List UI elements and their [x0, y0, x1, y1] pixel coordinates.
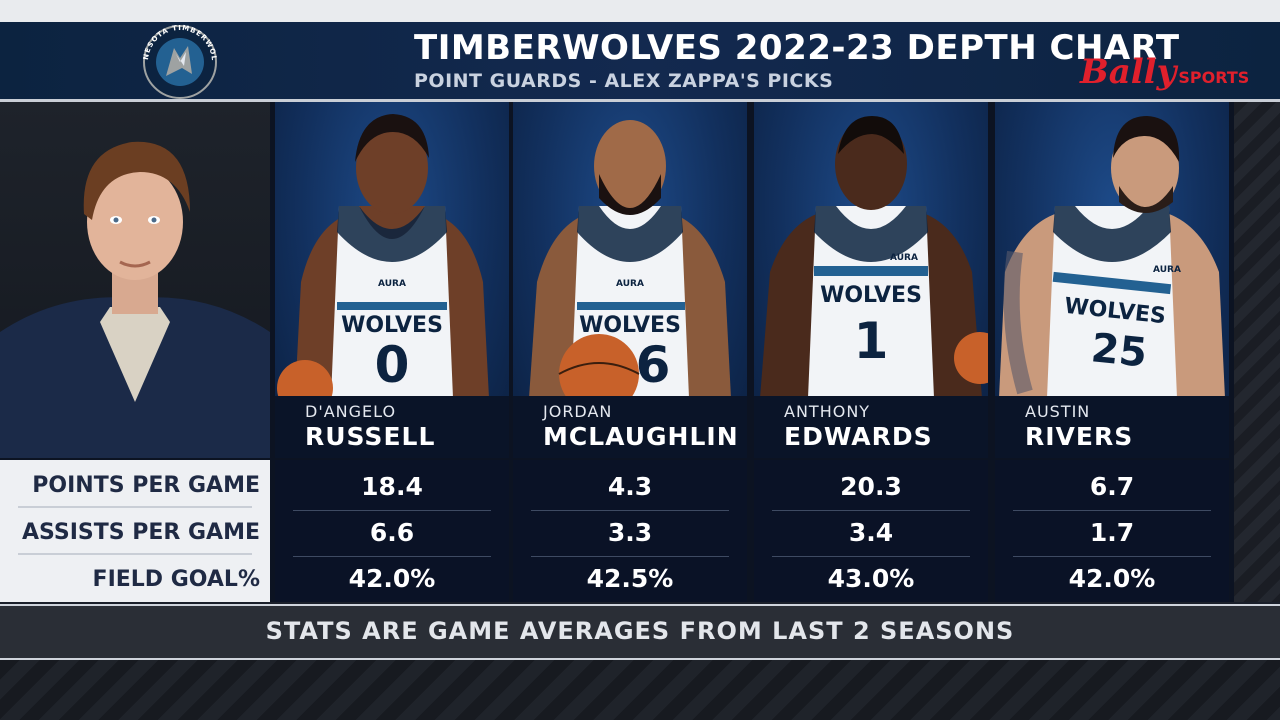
player-nameplate: ANTHONY EDWARDS — [754, 396, 988, 458]
stat-divider — [1013, 556, 1211, 557]
svg-text:WOLVES: WOLVES — [341, 313, 443, 338]
player-first-name: JORDAN — [543, 402, 613, 421]
player-first-name: ANTHONY — [784, 402, 871, 421]
stat-divider — [1013, 510, 1211, 511]
bottom-texture — [0, 660, 1280, 720]
player-card-rivers: AURA WOLVES 25 AUSTIN RIVERS — [995, 102, 1229, 458]
player-photo: AURA WOLVES 25 — [999, 116, 1225, 398]
player-last-name: MCLAUGHLIN — [543, 422, 739, 451]
svg-text:6: 6 — [636, 336, 671, 394]
stats-column-rivers: 6.7 1.7 42.0% — [995, 460, 1229, 602]
graphic-subtitle: POINT GUARDS - ALEX ZAPPA'S PICKS — [414, 70, 834, 92]
stat-divider — [293, 556, 491, 557]
stat-label-points: POINTS PER GAME — [32, 473, 260, 498]
stat-assists: 3.4 — [848, 518, 894, 547]
timberwolves-logo-icon: MINNESOTA TIMBERWOLVES — [136, 24, 217, 99]
player-first-name: D'ANGELO — [305, 402, 397, 421]
stat-points: 18.4 — [361, 472, 423, 501]
stat-assists: 3.3 — [607, 518, 653, 547]
bally-sports-logo: Bally SPORTS — [1080, 52, 1249, 92]
footer-note: STATS ARE GAME AVERAGES FROM LAST 2 SEAS… — [265, 617, 1015, 645]
stat-divider — [531, 510, 729, 511]
label-divider — [18, 553, 252, 555]
svg-text:WOLVES: WOLVES — [579, 313, 681, 338]
host-portrait — [0, 141, 270, 458]
stat-fg: 42.5% — [586, 564, 674, 593]
stat-label-assists: ASSISTS PER GAME — [21, 520, 260, 545]
svg-text:0: 0 — [375, 336, 410, 394]
stat-fg: 43.0% — [827, 564, 915, 593]
stat-labels-column: POINTS PER GAME ASSISTS PER GAME FIELD G… — [0, 460, 270, 602]
svg-text:AURA: AURA — [1153, 265, 1181, 275]
top-strip — [0, 0, 1280, 22]
player-nameplate: D'ANGELO RUSSELL — [275, 396, 509, 458]
player-first-name: AUSTIN — [1025, 402, 1091, 421]
stat-fg: 42.0% — [1068, 564, 1156, 593]
player-nameplate: AUSTIN RIVERS — [995, 396, 1229, 458]
stat-fg: 42.0% — [348, 564, 436, 593]
stat-points: 6.7 — [1089, 472, 1135, 501]
stat-label-fg: FIELD GOAL% — [92, 567, 260, 592]
svg-text:1: 1 — [854, 312, 889, 370]
svg-text:WOLVES: WOLVES — [820, 283, 922, 308]
brand-word: SPORTS — [1178, 68, 1250, 87]
svg-text:AURA: AURA — [890, 253, 918, 263]
stat-points: 20.3 — [840, 472, 902, 501]
svg-text:25: 25 — [1089, 325, 1149, 377]
player-last-name: RIVERS — [1025, 422, 1134, 451]
brand-script: Bally — [1080, 52, 1177, 92]
stat-divider — [772, 510, 970, 511]
player-photo: AURA WOLVES 0 — [277, 114, 489, 398]
stat-divider — [531, 556, 729, 557]
stat-assists: 1.7 — [1089, 518, 1135, 547]
stats-column-mclaughlin: 4.3 3.3 42.5% — [513, 460, 747, 602]
stat-assists: 6.6 — [369, 518, 415, 547]
stat-points: 4.3 — [607, 472, 653, 501]
player-last-name: RUSSELL — [305, 422, 436, 451]
player-nameplate: JORDAN MCLAUGHLIN — [513, 396, 747, 458]
stat-divider — [293, 510, 491, 511]
footer-banner: STATS ARE GAME AVERAGES FROM LAST 2 SEAS… — [0, 604, 1280, 660]
player-last-name: EDWARDS — [784, 422, 933, 451]
player-card-mclaughlin: AURA WOLVES 6 JORDAN MCLAUGHLIN — [513, 102, 747, 458]
svg-text:AURA: AURA — [378, 279, 406, 289]
player-card-edwards: AURA WOLVES 1 ANTHONY EDWARDS — [754, 102, 988, 458]
player-card-russell: AURA WOLVES 0 D'ANGELO RUSSELL — [275, 102, 509, 458]
stat-divider — [772, 556, 970, 557]
graphic-header: MINNESOTA TIMBERWOLVES TIMBERWOLVES 2022… — [0, 22, 1280, 102]
stats-column-edwards: 20.3 3.4 43.0% — [754, 460, 988, 602]
host-video-feed — [0, 102, 270, 458]
depth-chart-panel: AURA WOLVES 0 D'ANGELO RUSSELL AURA WOLV… — [0, 102, 1280, 602]
side-texture — [1234, 102, 1280, 602]
label-divider — [18, 506, 252, 508]
player-photo: AURA WOLVES 1 — [760, 116, 988, 398]
stats-column-russell: 18.4 6.6 42.0% — [275, 460, 509, 602]
player-photo: AURA WOLVES 6 — [529, 120, 731, 398]
svg-text:AURA: AURA — [616, 279, 644, 289]
graphic-title: TIMBERWOLVES 2022-23 DEPTH CHART — [414, 28, 1180, 68]
